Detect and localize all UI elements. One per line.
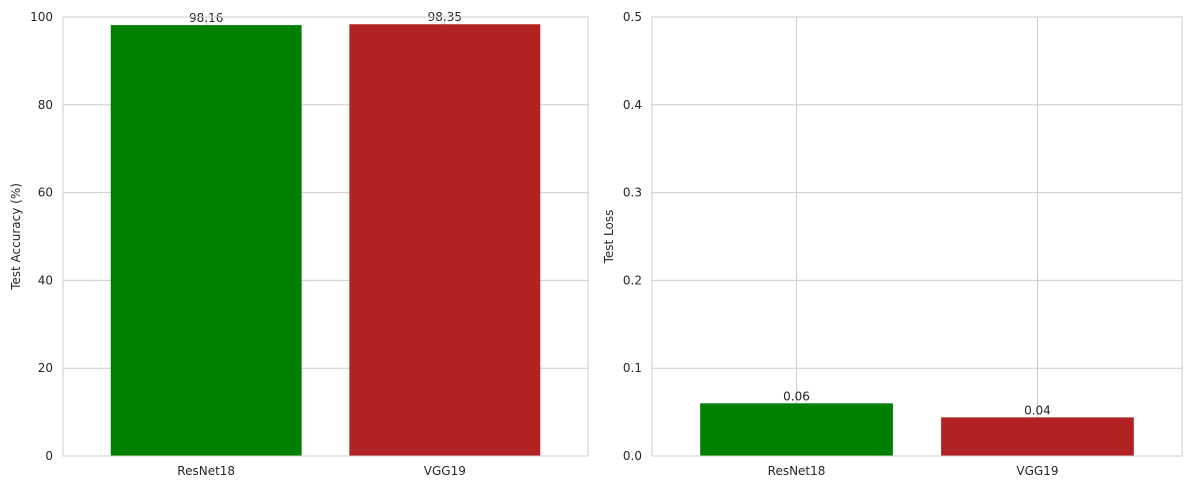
- bar-vgg19: [349, 24, 541, 456]
- y-tick-label: 0.5: [623, 10, 642, 24]
- y-axis-label: Test Loss: [602, 210, 616, 265]
- y-tick-label: 0.1: [623, 361, 642, 375]
- y-tick-label: 60: [38, 186, 53, 200]
- y-tick-label: 0.3: [623, 186, 642, 200]
- bar-value-label: 0.06: [783, 389, 810, 403]
- bar-vgg19: [941, 417, 1134, 456]
- y-tick-label: 0: [45, 449, 53, 463]
- loss-chart: 0.06 0.04 0.0 0.1 0.2 0.3 0.4 0.5 ResNet18 VGG19 T…: [602, 10, 1183, 478]
- x-tick-label: VGG19: [424, 464, 466, 478]
- plot-frame: [651, 16, 1183, 457]
- x-tick-label: ResNet18: [768, 464, 826, 478]
- y-tick-label: 0.4: [623, 98, 642, 112]
- bar-resnet18: [110, 25, 302, 456]
- plot-frame: [62, 16, 589, 457]
- y-axis-label: Test Accuracy (%): [9, 183, 23, 291]
- y-tick-label: 0.2: [623, 273, 642, 287]
- y-tick-label: 40: [38, 273, 53, 287]
- bar-value-label: 98.16: [189, 11, 223, 25]
- y-tick-label: 0.0: [623, 449, 642, 463]
- bar-resnet18: [700, 403, 893, 456]
- bar-value-label: 0.04: [1024, 403, 1051, 417]
- y-tick-label: 20: [38, 361, 53, 375]
- x-tick-label: VGG19: [1016, 464, 1058, 478]
- x-tick-label: ResNet18: [177, 464, 235, 478]
- y-tick-label: 100: [30, 10, 53, 24]
- y-tick-label: 80: [38, 98, 53, 112]
